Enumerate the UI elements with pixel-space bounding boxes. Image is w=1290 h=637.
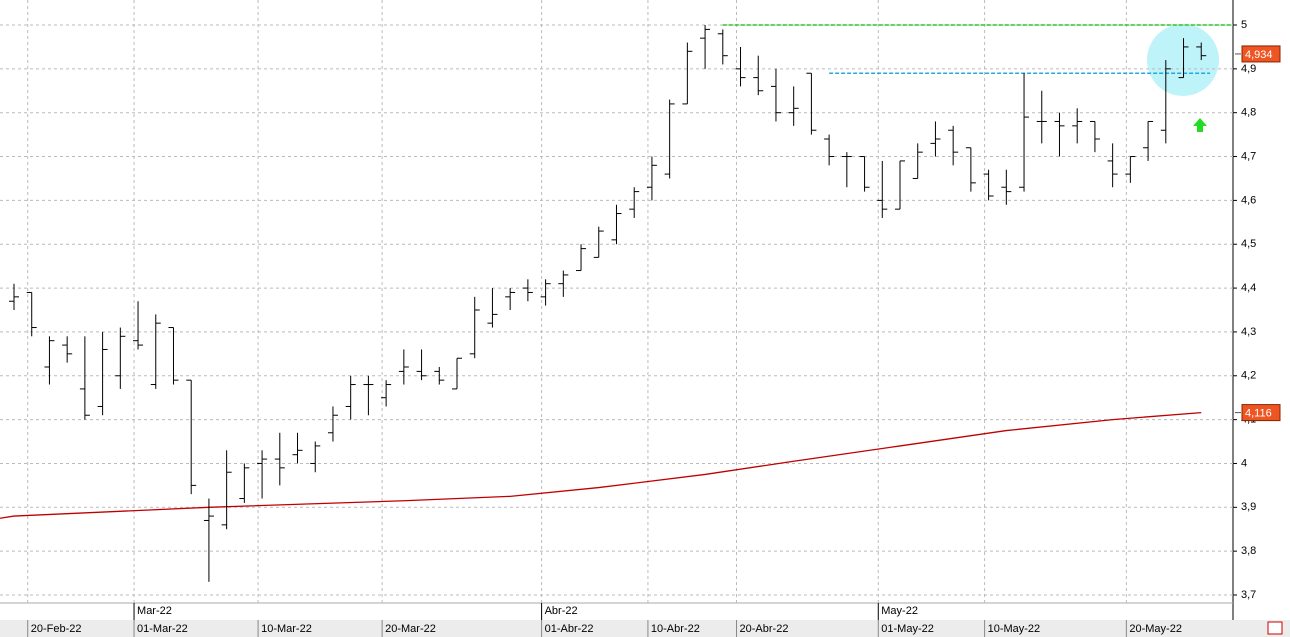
y-tick-label: 4 <box>1241 457 1247 469</box>
date-strip <box>0 620 1290 637</box>
month-label: May-22 <box>881 605 918 617</box>
y-tick-label: 3,9 <box>1241 501 1256 513</box>
y-tick-label: 4,6 <box>1241 194 1256 206</box>
month-label: Mar-22 <box>137 605 172 617</box>
y-tick-label: 4,7 <box>1241 150 1256 162</box>
y-tick-label: 4,3 <box>1241 326 1256 338</box>
price-label: 4,116 <box>1245 408 1272 420</box>
month-label: Abr-22 <box>545 605 578 617</box>
y-tick-label: 5 <box>1241 19 1247 31</box>
y-tick-label: 4,4 <box>1241 282 1256 294</box>
x-tick-label: 01-Mar-22 <box>137 623 188 635</box>
x-tick-label: 20-Feb-22 <box>31 623 82 635</box>
moving-average <box>0 411 1202 519</box>
x-tick-label: 01-May-22 <box>881 623 934 635</box>
price-box <box>1241 404 1281 422</box>
x-tick-label: 01-Abr-22 <box>545 623 594 635</box>
highlight-circle <box>1147 24 1219 96</box>
y-tick-label: 4,8 <box>1241 107 1256 119</box>
up-arrow <box>1193 118 1207 132</box>
x-tick-label: 10-Mar-22 <box>261 623 312 635</box>
x-tick-label: 20-Abr-22 <box>740 623 789 635</box>
icon <box>1267 621 1283 635</box>
y-tick-label: 4,5 <box>1241 238 1256 250</box>
x-tick-label: 10-Abr-22 <box>651 623 700 635</box>
x-tick-label: 20-May-22 <box>1129 623 1182 635</box>
price-box <box>1241 45 1281 63</box>
x-tick-label: 20-Mar-22 <box>385 623 436 635</box>
price-label: 4,934 <box>1245 49 1273 61</box>
y-tick-label: 4,2 <box>1241 370 1256 382</box>
y-tick-label: 4,9 <box>1241 63 1256 75</box>
x-tick-label: 10-May-22 <box>988 623 1041 635</box>
y-tick-label: 3,7 <box>1241 589 1256 601</box>
y-tick-label: 3,8 <box>1241 545 1256 557</box>
